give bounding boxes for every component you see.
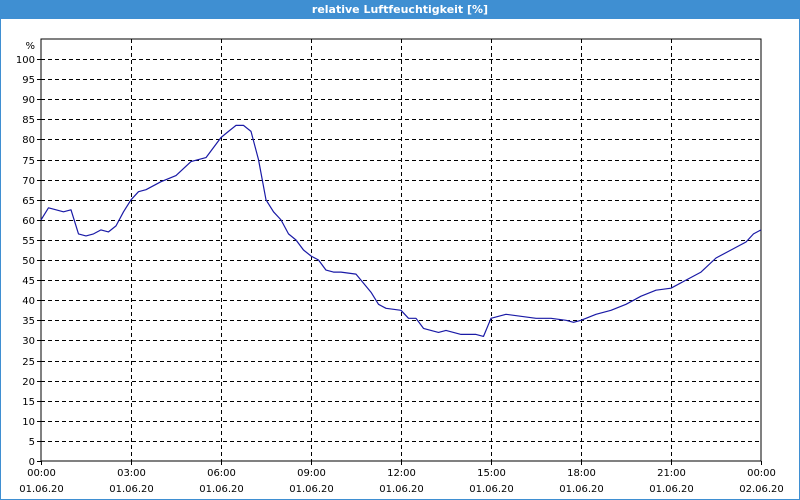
humidity-series-line	[40, 124, 762, 337]
x-tick-date-label: 01.06.20	[469, 484, 514, 495]
y-tick-label: 40	[22, 296, 35, 307]
x-tick-date-label: 01.06.20	[289, 484, 334, 495]
y-tick-label: 35	[22, 316, 35, 327]
y-tick-label: 15	[22, 397, 35, 408]
x-tick-date-label: 01.06.20	[19, 484, 64, 495]
x-tick-date-label: 01.06.20	[199, 484, 244, 495]
y-tick-label: 0	[29, 457, 35, 468]
y-tick-label: 10	[22, 417, 35, 428]
x-tick-time-label: 15:00	[477, 468, 506, 479]
y-tick-label: 55	[22, 236, 35, 247]
x-tick-time-label: 18:00	[567, 468, 596, 479]
y-tick-label: 45	[22, 276, 35, 287]
x-tick-date-label: 02.06.20	[739, 484, 784, 495]
y-tick-label: 75	[22, 156, 35, 167]
x-tick-time-label: 09:00	[297, 468, 326, 479]
y-tick-label: 65	[22, 196, 35, 207]
x-tick-time-label: 21:00	[657, 468, 686, 479]
x-tick-time-label: 00:00	[747, 468, 776, 479]
y-tick-label: 5	[29, 437, 35, 448]
x-tick-date-label: 01.06.20	[109, 484, 154, 495]
y-tick-label: 90	[22, 95, 35, 106]
axes: 0 5 10 15 20 25 30 35 40 45 50 55 60 65 70 75 80 85 90 95 10…	[16, 38, 784, 495]
x-tick-date-label: 01.06.20	[649, 484, 694, 495]
x-tick-time-label: 12:00	[387, 468, 416, 479]
y-tick-label: 95	[22, 75, 35, 86]
x-tick-time-label: 00:00	[27, 468, 56, 479]
y-tick-label: 25	[22, 357, 35, 368]
humidity-chart: 0 5 10 15 20 25 30 35 40 45 50 55 60 65 70 75 80 85 90 95 10…	[16, 38, 784, 495]
y-tick-label: 70	[22, 176, 35, 187]
y-axis-label: %	[25, 41, 35, 52]
series-layer	[40, 124, 762, 337]
y-tick-label: 50	[22, 256, 35, 267]
y-tick-label: 100	[16, 55, 35, 66]
x-tick-time-label: 06:00	[207, 468, 236, 479]
x-tick-date-label: 01.06.20	[559, 484, 604, 495]
y-tick-label: 20	[22, 377, 35, 388]
y-tick-label: 80	[22, 135, 35, 146]
grid	[41, 39, 761, 461]
y-tick-label: 60	[22, 216, 35, 227]
window-title: relative Luftfeuchtigkeit [%]	[1, 1, 799, 19]
y-tick-label: 30	[22, 336, 35, 347]
y-tick-label: 85	[22, 115, 35, 126]
x-tick-date-label: 01.06.20	[379, 484, 424, 495]
x-tick-time-label: 03:00	[117, 468, 146, 479]
